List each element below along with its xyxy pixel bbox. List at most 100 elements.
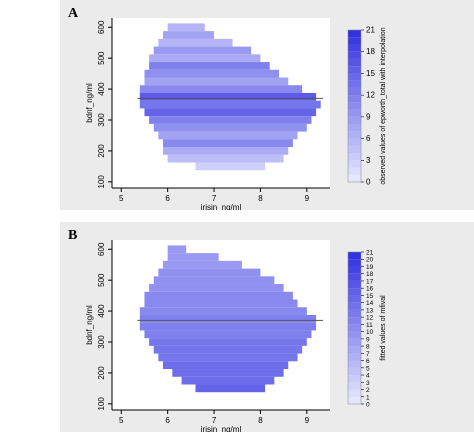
- heatmap-band: [153, 46, 252, 55]
- y-tick-label: 200: [97, 144, 106, 158]
- colorbar-segment: [348, 124, 361, 132]
- colorbar-segment: [348, 87, 361, 96]
- colorbar-segment: [348, 309, 361, 318]
- colorbar-segment: [348, 138, 361, 146]
- colorbar-segment: [348, 375, 361, 383]
- colorbar-segment: [348, 160, 361, 168]
- heatmap-band: [163, 147, 289, 155]
- colorbar-tick-label: 19: [366, 264, 374, 271]
- colorbar-segment: [348, 273, 361, 281]
- colorbar-tick-label: 18: [366, 47, 375, 56]
- y-tick-label: 400: [97, 82, 106, 96]
- heatmap-band: [139, 100, 321, 109]
- heatmap-band: [149, 54, 261, 63]
- colorbar-segment: [348, 331, 361, 339]
- colorbar-tick-label: 15: [366, 69, 375, 78]
- panel-a: A 100 200 300 400 500 600 5 6 7 8 9 irisin_ng/ml bdn…: [0, 0, 474, 212]
- y-tick-label: 200: [97, 366, 106, 380]
- colorbar-tick-label: 13: [366, 307, 374, 314]
- heatmap-band: [144, 77, 289, 86]
- heatmap-band: [153, 123, 307, 132]
- heatmap-band: [195, 162, 266, 171]
- x-tick-label: 7: [212, 416, 217, 425]
- heatmap-band: [163, 260, 242, 269]
- heatmap-chart-a: 100 200 300 400 500 600 5 6 7 8 9 irisin_ng/ml bdnf_…: [60, 0, 474, 212]
- colorbar-tick-label: 12: [366, 315, 374, 322]
- heatmap-band: [167, 23, 205, 32]
- colorbar-tick-label: 17: [366, 278, 374, 285]
- heatmap-band: [167, 154, 284, 163]
- x-tick-label: 5: [119, 194, 124, 203]
- colorbar-tick-label: 9: [366, 336, 370, 343]
- colorbar-segment: [348, 266, 361, 274]
- colorbar-tick-label: 6: [366, 358, 370, 365]
- y-tick-label: 300: [97, 335, 106, 349]
- colorbar-segment: [348, 252, 361, 260]
- colorbar-tick-label: 12: [366, 91, 375, 100]
- colorbar-segment: [348, 131, 361, 139]
- heatmap-band: [167, 253, 219, 261]
- panel-label-b: B: [68, 228, 78, 243]
- heatmap-band: [158, 38, 233, 47]
- x-axis-label: irisin_ng/ml: [201, 425, 242, 432]
- colorbar-segment: [348, 389, 361, 397]
- colorbar-label: observed values of epworth_total with in…: [380, 27, 387, 184]
- colorbar-segment: [348, 58, 361, 67]
- colorbar-segment: [348, 66, 361, 74]
- colorbar-segment: [348, 317, 361, 325]
- colorbar-segment: [348, 324, 361, 332]
- heatmap-band: [144, 69, 279, 78]
- colorbar-segment: [348, 30, 361, 38]
- colorbar-tick-label: 7: [366, 351, 370, 358]
- heatmap-band: [144, 299, 298, 308]
- heatmap-band: [139, 307, 307, 315]
- heatmap-band: [139, 92, 317, 101]
- colorbar-segment: [348, 280, 361, 289]
- heatmap-band: [167, 245, 187, 254]
- colorbar-tick-label: 14: [366, 300, 374, 307]
- heatmap-band: [139, 85, 303, 93]
- x-tick-label: 7: [212, 194, 217, 203]
- heatmap-band: [139, 322, 317, 331]
- colorbar-segment: [348, 259, 361, 267]
- x-tick-label: 6: [165, 416, 170, 425]
- x-tick-label: 9: [305, 194, 310, 203]
- colorbar-segment: [348, 37, 361, 45]
- heatmap-band: [144, 330, 312, 339]
- panel-label-a: A: [68, 6, 79, 21]
- colorbar-tick-label: 11: [366, 322, 373, 329]
- colorbar-segment: [348, 338, 361, 347]
- x-tick-label: 5: [119, 416, 124, 425]
- y-tick-label: 300: [97, 113, 106, 127]
- heatmap-band: [158, 353, 298, 362]
- colorbar-tick-label: 18: [366, 271, 374, 278]
- colorbar-frame: [347, 29, 362, 183]
- heatmap-band: [163, 31, 215, 39]
- x-tick-label: 8: [258, 416, 263, 425]
- colorbar-segment: [348, 80, 361, 88]
- y-tick-label: 600: [97, 242, 106, 256]
- x-tick-label: 9: [305, 416, 310, 425]
- heatmap-band: [158, 131, 298, 140]
- heatmap-band: [163, 361, 289, 370]
- colorbar-segment: [348, 73, 361, 81]
- heatmap-band: [172, 369, 284, 377]
- colorbar-tick-label: 16: [366, 286, 374, 293]
- colorbar-segment: [348, 167, 361, 175]
- heatmap-band: [163, 139, 293, 148]
- colorbar-tick-label: 21: [366, 26, 375, 35]
- y-tick-label: 500: [97, 273, 106, 287]
- colorbar-segment: [348, 102, 361, 110]
- colorbar-tick-label: 0: [366, 402, 370, 409]
- colorbar-segment: [348, 353, 361, 361]
- colorbar-segment: [348, 153, 361, 161]
- colorbar-tick-label: 3: [366, 156, 371, 165]
- heatmap-band: [149, 338, 307, 346]
- x-tick-label: 6: [165, 194, 170, 203]
- y-axis-label: bdnf_ng/ml: [85, 305, 94, 345]
- colorbar-tick-label: 0: [366, 178, 371, 187]
- colorbar-segment: [348, 116, 361, 125]
- heatmap-band: [181, 376, 275, 385]
